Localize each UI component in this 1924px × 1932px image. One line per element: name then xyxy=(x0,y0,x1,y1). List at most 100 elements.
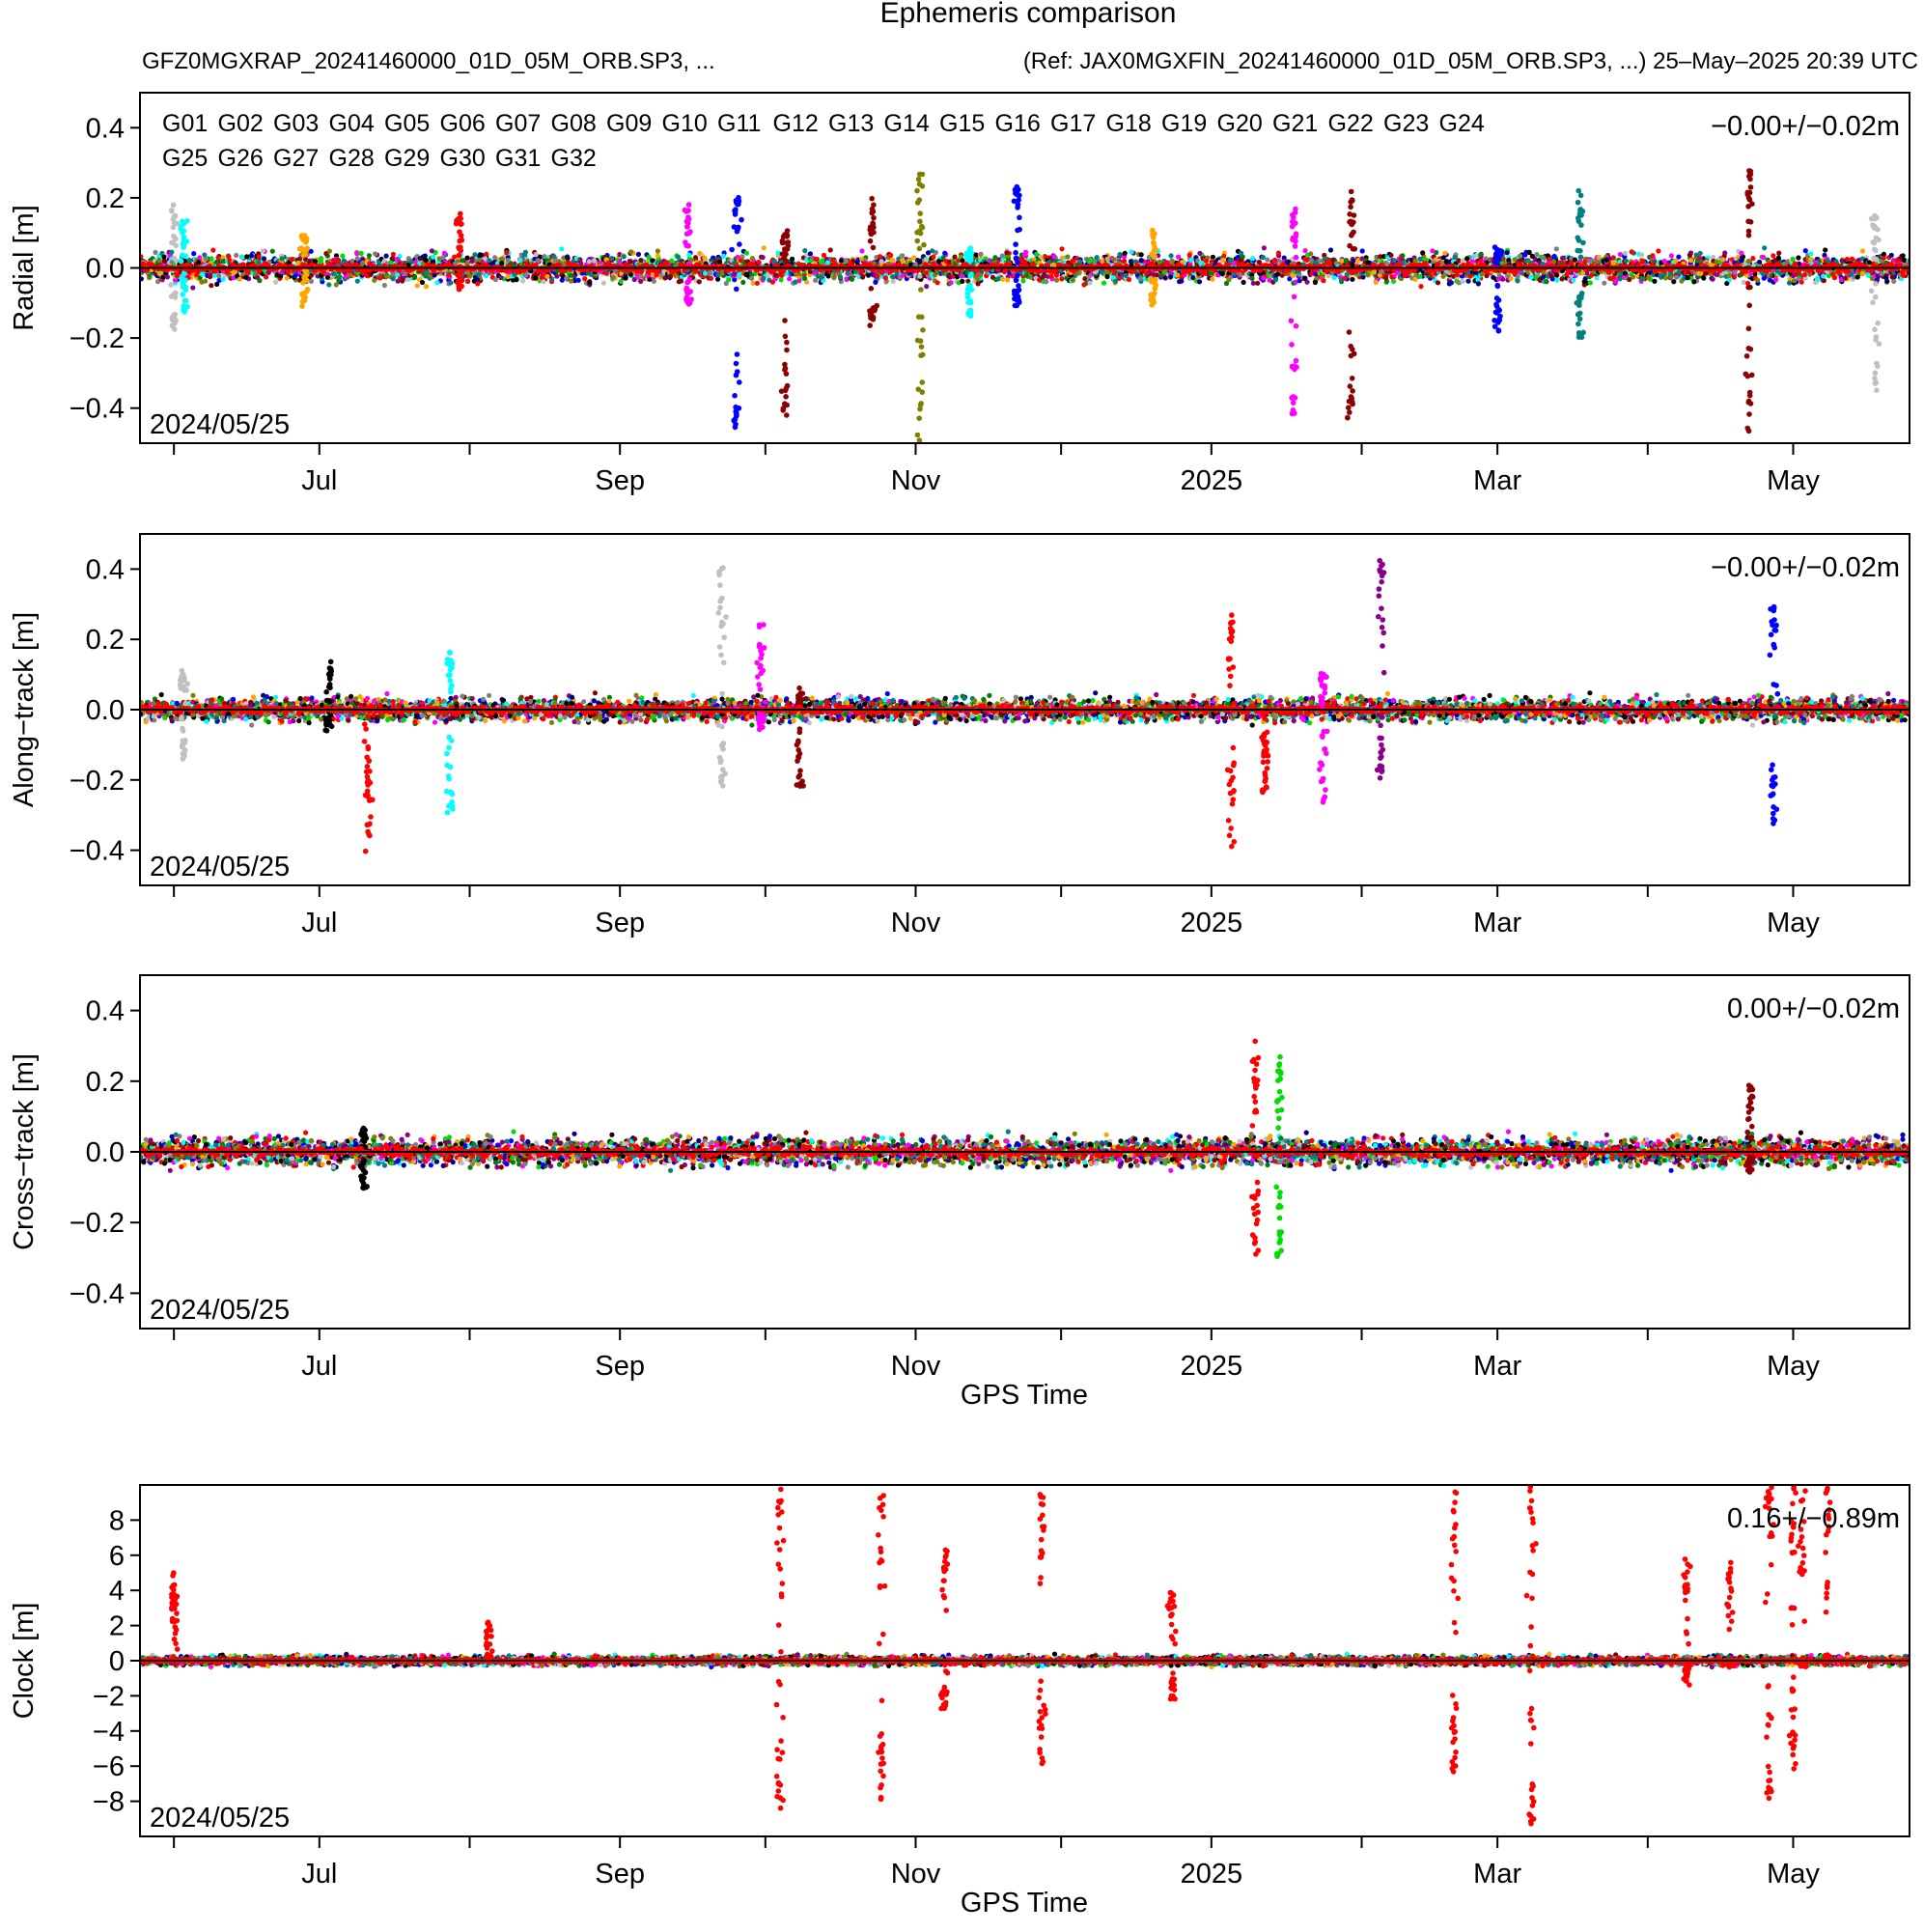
data-point xyxy=(337,274,343,280)
data-point xyxy=(924,269,930,276)
data-point xyxy=(1101,280,1107,286)
data-point xyxy=(1554,277,1560,283)
data-point xyxy=(1138,258,1144,264)
data-point xyxy=(220,276,226,282)
data-point xyxy=(1548,273,1554,279)
data-point xyxy=(1087,280,1093,286)
data-point xyxy=(859,248,865,254)
data-point xyxy=(464,261,470,266)
data-point xyxy=(484,251,489,257)
data-point xyxy=(760,255,766,261)
data-point xyxy=(911,255,917,261)
data-point xyxy=(761,245,767,251)
data-point xyxy=(807,251,814,257)
data-point xyxy=(1175,272,1181,278)
data-point xyxy=(289,257,294,263)
data-point xyxy=(295,260,301,266)
data-point xyxy=(390,276,396,282)
data-point xyxy=(1065,254,1071,260)
data-point xyxy=(446,272,452,278)
data-point xyxy=(1023,272,1029,278)
data-point xyxy=(638,258,644,264)
data-point xyxy=(975,281,981,287)
data-point xyxy=(1691,279,1697,285)
data-point xyxy=(686,252,692,258)
data-point xyxy=(1022,252,1028,258)
data-point xyxy=(1059,276,1065,282)
data-point xyxy=(754,280,761,286)
data-point xyxy=(603,270,609,276)
data-point xyxy=(324,274,330,280)
data-point xyxy=(1126,276,1132,283)
data-point xyxy=(161,258,168,265)
data-point xyxy=(414,283,420,289)
data-point xyxy=(472,252,478,258)
data-point xyxy=(678,278,684,284)
data-point xyxy=(431,254,436,260)
data-point xyxy=(1560,255,1566,261)
data-point xyxy=(1051,262,1057,267)
data-point xyxy=(1210,276,1215,282)
data-point xyxy=(1418,284,1424,290)
data-point xyxy=(1417,256,1423,262)
data-point xyxy=(1198,260,1204,266)
data-point xyxy=(330,270,337,277)
data-point xyxy=(1639,259,1646,265)
data-point xyxy=(802,248,808,254)
data-point xyxy=(1004,250,1010,256)
data-point xyxy=(1265,257,1270,263)
data-point xyxy=(1331,275,1337,281)
data-point xyxy=(209,283,214,289)
data-point xyxy=(1272,257,1278,263)
data-point xyxy=(719,271,725,277)
data-point xyxy=(1500,276,1506,282)
data-point xyxy=(260,248,265,254)
data-point xyxy=(1430,248,1436,254)
data-point xyxy=(726,277,732,283)
data-point xyxy=(335,259,341,265)
data-point xyxy=(1673,258,1679,264)
data-point xyxy=(1629,249,1634,255)
data-point xyxy=(1658,273,1663,279)
data-point xyxy=(434,280,440,286)
data-point xyxy=(628,249,634,255)
data-point xyxy=(1553,271,1559,278)
data-point xyxy=(533,275,539,281)
data-point xyxy=(778,277,784,283)
data-point xyxy=(1739,258,1744,264)
data-point xyxy=(261,256,267,262)
data-point xyxy=(1371,269,1378,275)
data-point xyxy=(655,253,661,259)
data-point xyxy=(1750,256,1756,262)
data-point xyxy=(931,254,936,260)
data-point xyxy=(600,280,606,286)
data-point xyxy=(946,272,952,278)
data-point xyxy=(1610,255,1616,261)
data-point xyxy=(1546,257,1552,263)
data-point xyxy=(213,259,219,266)
data-point xyxy=(1475,281,1481,287)
data-point xyxy=(692,255,699,261)
data-point xyxy=(873,279,878,285)
data-point xyxy=(400,278,405,284)
data-point xyxy=(269,248,275,254)
data-point xyxy=(422,253,428,259)
data-point xyxy=(1111,257,1117,263)
data-point xyxy=(1081,282,1087,288)
data-point xyxy=(1365,260,1371,266)
data-point xyxy=(326,282,332,288)
data-point xyxy=(1327,247,1334,253)
data-point xyxy=(1661,258,1667,264)
data-point xyxy=(243,274,249,280)
data-point xyxy=(1275,250,1281,256)
data-point xyxy=(827,247,833,253)
data-point xyxy=(388,260,394,266)
data-point xyxy=(1104,273,1110,280)
data-point xyxy=(520,278,526,284)
data-point xyxy=(715,276,721,282)
data-point xyxy=(923,257,929,263)
data-point xyxy=(1157,259,1162,265)
data-point xyxy=(340,253,346,259)
data-point xyxy=(1197,250,1203,256)
data-point xyxy=(366,253,372,259)
